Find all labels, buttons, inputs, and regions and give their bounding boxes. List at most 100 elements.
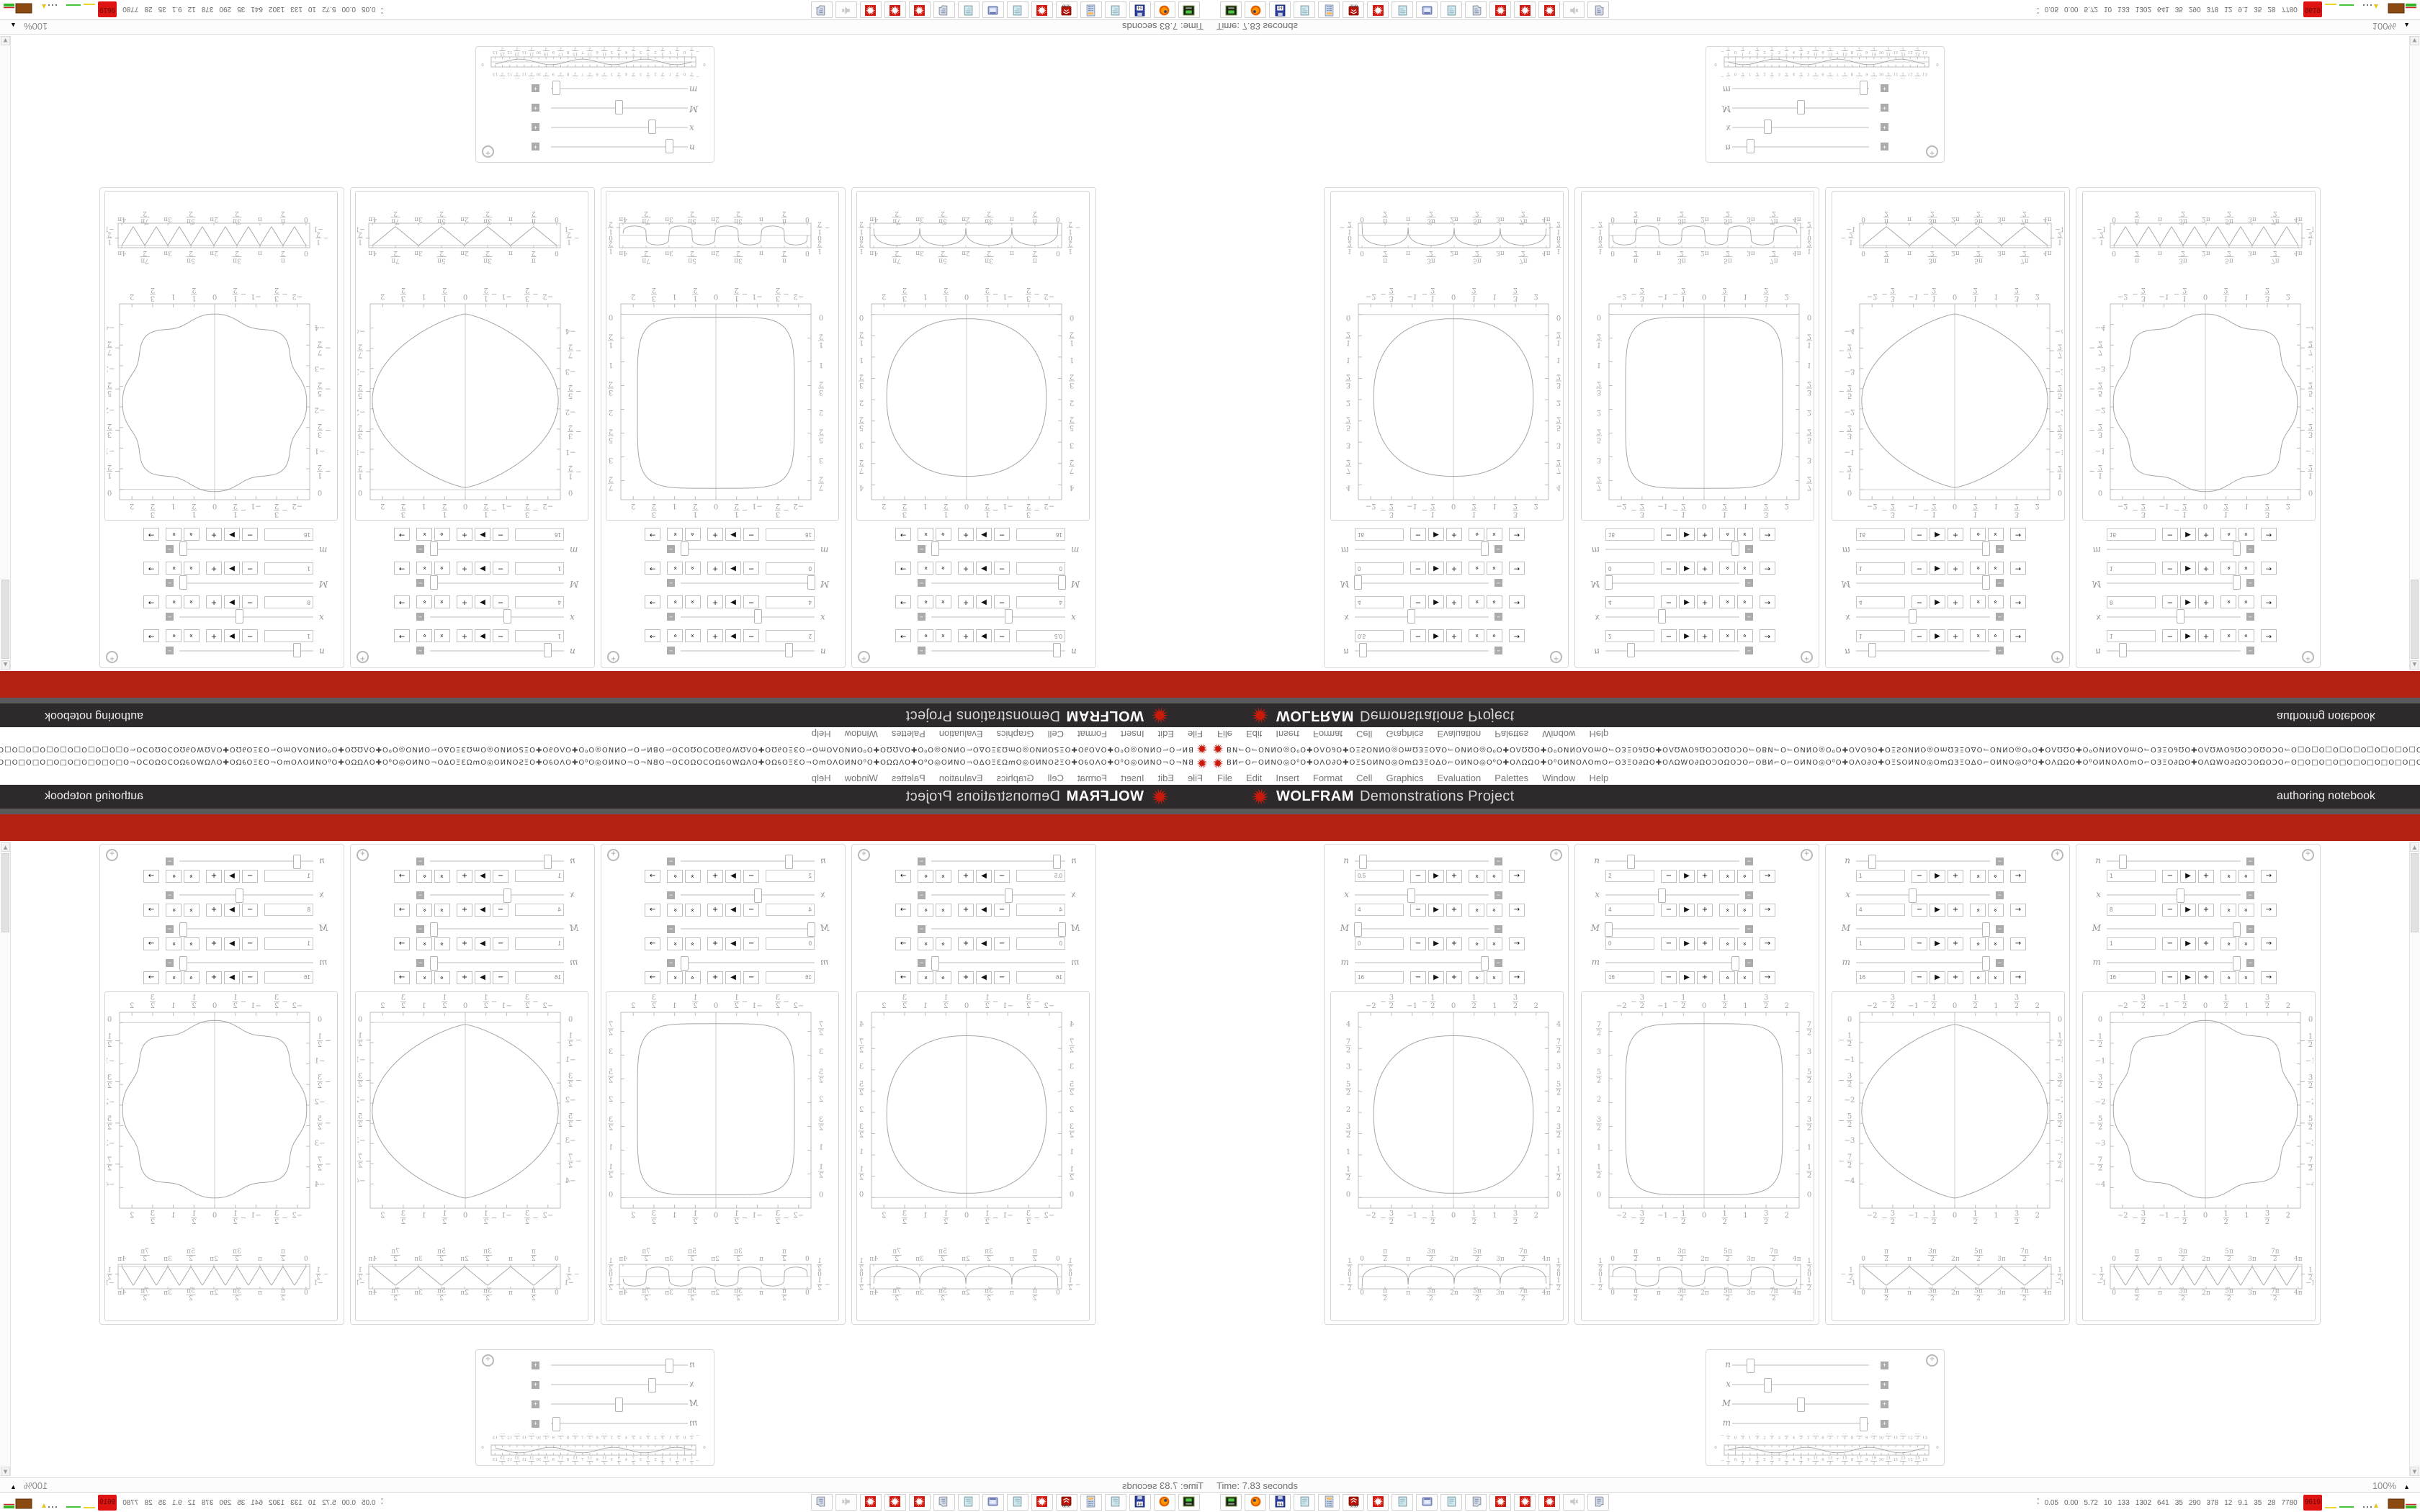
taskbar-window-button-scroll[interactable] (1465, 1494, 1487, 1511)
slider-thumb[interactable] (931, 541, 939, 556)
slider-thumb[interactable] (1359, 643, 1368, 657)
faster-button[interactable]: « (2220, 629, 2236, 642)
window-titlebar[interactable]: ΒИ⌐O⌐OИNO◎O⁰O✚OΛO∂O✚OΞSOИNO◎OmΩЗΞOΔO⌐OИN… (0, 756, 1210, 771)
slider-x[interactable] (179, 609, 313, 624)
direction-button[interactable]: → (645, 937, 660, 950)
slower-button[interactable]: « (1737, 971, 1753, 984)
taskbar-window-button-scroll[interactable] (1587, 1494, 1609, 1511)
decrement-button[interactable]: − (1661, 595, 1677, 608)
slider-collapse-toggle[interactable]: + (1881, 84, 1888, 92)
slider-thumb[interactable] (1982, 922, 1991, 937)
slider-thumb[interactable] (1746, 1359, 1754, 1373)
increment-button[interactable]: + (2198, 937, 2214, 950)
value-input-field[interactable]: 4 (1355, 596, 1404, 608)
value-input-field[interactable]: 2 (1605, 870, 1654, 882)
decrement-button[interactable]: − (493, 629, 508, 642)
value-input-field[interactable]: 4 (515, 904, 564, 916)
value-input-field[interactable]: 1 (515, 937, 564, 950)
value-input-field[interactable]: 1 (2107, 937, 2156, 950)
slower-button[interactable]: « (918, 971, 933, 984)
slider-thumb[interactable] (1982, 575, 1991, 590)
increment-button[interactable]: + (206, 562, 222, 575)
play-button[interactable]: ▶ (1428, 629, 1444, 642)
slider-collapse-toggle[interactable]: − (166, 647, 174, 654)
slower-button[interactable]: « (416, 904, 432, 917)
scrollbar-thumb[interactable] (1, 853, 9, 932)
play-button[interactable]: ▶ (1679, 971, 1695, 984)
slower-button[interactable]: « (1487, 528, 1502, 541)
slider-collapse-toggle[interactable]: − (1745, 579, 1753, 587)
slider-m[interactable] (680, 956, 815, 971)
slider-collapse-toggle[interactable]: − (1996, 613, 2004, 621)
slower-button[interactable]: « (918, 562, 933, 575)
slider-collapse-toggle[interactable]: + (1881, 1362, 1888, 1369)
scrollbar-thumb[interactable] (2411, 853, 2419, 932)
value-input-field[interactable]: 16 (766, 971, 815, 984)
play-button[interactable]: ▶ (1930, 528, 1945, 541)
play-button[interactable]: ▶ (1428, 937, 1444, 950)
increment-button[interactable]: + (457, 937, 472, 950)
value-input-field[interactable]: 1 (264, 870, 313, 882)
zoom-control[interactable]: 100%▲ (2372, 1480, 2410, 1491)
value-input-field[interactable]: 1 (515, 630, 564, 642)
menu-item-cell[interactable]: Cell (1047, 729, 1064, 739)
play-button[interactable]: ▶ (224, 629, 240, 642)
slider-collapse-toggle[interactable]: − (416, 925, 424, 933)
menu-item-window[interactable]: Window (844, 773, 878, 783)
slower-button[interactable]: « (2238, 562, 2254, 575)
faster-button[interactable]: « (434, 528, 450, 541)
slider-thumb[interactable] (753, 609, 762, 624)
slider-thumb[interactable] (2233, 922, 2241, 937)
scrollbar-thumb[interactable] (1, 580, 9, 659)
value-input-field[interactable]: 1 (515, 562, 564, 575)
play-button[interactable]: ▶ (1930, 904, 1945, 917)
menu-item-cell[interactable]: Cell (1356, 729, 1373, 739)
increment-button[interactable]: + (206, 595, 222, 608)
slider-x[interactable] (2107, 888, 2241, 903)
taskbar-window-button-spikey[interactable] (909, 1494, 931, 1511)
faster-button[interactable]: « (1970, 937, 1986, 950)
increment-button[interactable]: + (958, 629, 974, 642)
decrement-button[interactable]: − (1912, 904, 1927, 917)
slider-thumb[interactable] (1353, 922, 1362, 937)
slider-M[interactable] (2107, 922, 2241, 937)
manipulate-options-button[interactable]: + (1550, 849, 1562, 861)
decrement-button[interactable]: − (2162, 904, 2178, 917)
decrement-button[interactable]: − (994, 870, 1010, 883)
faster-button[interactable]: « (1719, 971, 1735, 984)
value-input-field[interactable]: 16 (1016, 528, 1065, 541)
slider-thumb[interactable] (615, 100, 623, 114)
direction-button[interactable]: → (394, 595, 410, 608)
play-button[interactable]: ▶ (725, 595, 741, 608)
value-input-field[interactable]: 8 (264, 596, 313, 608)
slider-x[interactable] (1856, 888, 1990, 903)
decrement-button[interactable]: − (994, 562, 1010, 575)
play-button[interactable]: ▶ (976, 971, 992, 984)
slider-collapse-toggle[interactable]: − (416, 891, 424, 899)
faster-button[interactable]: « (1719, 562, 1735, 575)
slider-x[interactable] (551, 120, 688, 134)
slider-collapse-toggle[interactable]: − (416, 647, 424, 654)
slider-collapse-toggle[interactable]: − (918, 647, 926, 654)
slider-collapse-toggle[interactable]: + (532, 1400, 539, 1408)
increment-button[interactable]: + (1948, 595, 1963, 608)
direction-button[interactable]: → (394, 562, 410, 575)
slider-thumb[interactable] (1982, 956, 1991, 971)
play-button[interactable]: ▶ (725, 629, 741, 642)
faster-button[interactable]: « (1719, 904, 1735, 917)
slider-collapse-toggle[interactable]: − (1494, 647, 1502, 654)
window-titlebar[interactable]: ΒИ⌐O⌐OИNO◎O⁰O✚OΛO∂O✚OΞSOИNO◎OmΩЗΞOΔO⌐OИN… (1210, 756, 2420, 771)
slower-button[interactable]: « (2238, 904, 2254, 917)
play-button[interactable]: ▶ (1428, 904, 1444, 917)
decrement-button[interactable]: − (2162, 937, 2178, 950)
slider-collapse-toggle[interactable]: − (1745, 959, 1753, 967)
increment-button[interactable]: + (1697, 562, 1713, 575)
faster-button[interactable]: « (434, 904, 450, 917)
slider-M[interactable] (1732, 100, 1869, 114)
direction-button[interactable]: → (895, 937, 911, 950)
increment-button[interactable]: + (707, 562, 723, 575)
slider-collapse-toggle[interactable]: − (1996, 925, 2004, 933)
window-titlebar[interactable]: ΒИ⌐O⌐OИNO◎O⁰O✚OΛO∂O✚OΞSOИNO◎OmΩЗΞOΔO⌐OИN… (1210, 741, 2420, 756)
decrement-button[interactable]: − (1410, 937, 1426, 950)
slider-thumb[interactable] (503, 609, 511, 624)
